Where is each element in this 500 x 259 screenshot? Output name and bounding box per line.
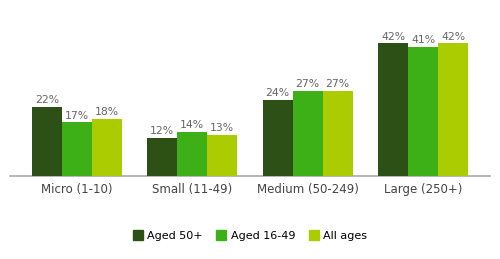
Text: 42%: 42%	[441, 32, 465, 41]
Text: 17%: 17%	[65, 111, 89, 120]
Bar	[32, 107, 62, 176]
Text: 42%: 42%	[381, 32, 405, 41]
Text: 12%: 12%	[150, 126, 174, 136]
Text: 14%: 14%	[180, 120, 204, 130]
Text: 27%: 27%	[296, 79, 320, 89]
Bar	[292, 91, 322, 176]
Text: 22%: 22%	[35, 95, 59, 105]
Text: 27%: 27%	[326, 79, 350, 89]
Bar	[208, 135, 238, 176]
Bar	[322, 91, 352, 176]
Text: 41%: 41%	[411, 35, 435, 45]
Bar	[148, 138, 178, 176]
Bar	[378, 44, 408, 176]
Bar	[262, 100, 292, 176]
Bar	[438, 44, 468, 176]
Bar	[92, 119, 122, 176]
Text: 13%: 13%	[210, 123, 234, 133]
Legend: Aged 50+, Aged 16-49, All ages: Aged 50+, Aged 16-49, All ages	[128, 226, 372, 245]
Text: 18%: 18%	[95, 107, 119, 117]
Text: 24%: 24%	[266, 88, 290, 98]
Bar	[408, 47, 438, 176]
Bar	[62, 123, 92, 176]
Bar	[178, 132, 208, 176]
